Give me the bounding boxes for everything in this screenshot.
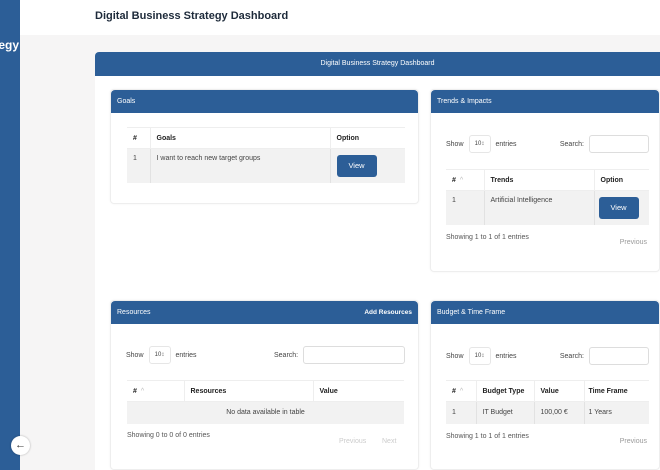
col-budget-type[interactable]: Budget Type [476,380,535,402]
search-label: Search: [559,140,584,148]
search-control: Search: [560,135,649,153]
search-control: Search: [560,347,649,365]
cell-goal: I want to reach new target groups [150,148,331,183]
dashboard-header: Digital Business Strategy Dashboard [95,52,660,76]
table-row: 1 Artificial Intelligence View [446,190,649,225]
goals-header: Goals [111,90,418,113]
next-button[interactable]: Next [382,438,397,445]
goals-title: Goals [117,98,136,105]
previous-button[interactable]: Previous [339,438,367,445]
search-input[interactable] [589,347,649,365]
add-resources-button[interactable]: Add Resources [364,309,412,316]
top-bar: Digital Business Strategy Dashboard [20,0,660,35]
col-num[interactable]: # [452,387,456,395]
search-input[interactable] [303,346,406,364]
col-trends[interactable]: Trends [484,169,595,191]
search-control: Search: [274,346,406,364]
cell-num: 1 [446,401,477,424]
previous-button[interactable]: Previous [619,438,647,445]
trends-table: # ^ Trends Option 1 Artificial Intelligence V… [446,169,649,225]
resources-header: Resources Add Resources [111,301,418,324]
page-size-select[interactable]: 10↕ [148,346,171,364]
show-label: Show [446,140,464,148]
col-goals: Goals [150,127,331,149]
empty-message: No data available in table [127,401,404,424]
cell-trend: Artificial Intelligence [484,190,595,225]
col-num[interactable]: # [452,176,456,184]
show-label: Show [446,352,464,360]
page-size-control: Show 10↕ entries [126,346,197,364]
col-option: Option [330,127,405,149]
entries-label: entries [175,351,197,359]
resources-title: Resources [117,309,151,316]
cell-num: 1 [127,148,151,183]
table-info: Showing 1 to 1 of 1 entries [446,433,529,440]
col-num[interactable]: # [133,387,137,395]
resources-card: Resources Add Resources Show 10↕ entries Se… [110,300,419,470]
show-label: Show [126,351,144,359]
budget-title: Budget & Time Frame [437,309,506,316]
budget-card: Budget & Time Frame Show 10↕ entries Searc… [430,300,660,470]
page-size-select[interactable]: 10↕ [468,347,491,365]
budget-table: # ^ Budget Type Value Time Frame 1 IT Budget 1… [446,380,649,424]
sort-icon: ^ [459,387,464,395]
cell-value: 100,00 € [534,401,585,424]
sidebar-brand: Digital Business Strategy [0,38,19,52]
cell-num: 1 [446,190,485,225]
table-info: Showing 1 to 1 of 1 entries [446,234,529,241]
col-value[interactable]: Value [313,380,404,402]
page-size-control: Show 10↕ entries [446,347,517,365]
trends-card: Trends & Impacts Show 10↕ entries Search: … [430,89,660,272]
search-input[interactable] [589,135,649,153]
table-row: No data available in table [127,401,404,424]
sort-icon: ^ [459,176,464,184]
view-button[interactable]: View [336,154,377,177]
sidebar: Digital Business Strategy [0,0,20,470]
cell-type: IT Budget [476,401,535,424]
collapse-sidebar-button[interactable]: ← [11,436,30,455]
col-resources[interactable]: Resources [184,380,314,402]
search-label: Search: [559,352,584,360]
table-info: Showing 0 to 0 of 0 entries [127,432,210,439]
trends-header: Trends & Impacts [431,90,659,113]
col-option: Option [594,169,649,191]
page-size-select[interactable]: 10↕ [468,135,491,153]
arrow-left-icon: ← [15,439,26,451]
budget-header: Budget & Time Frame [431,301,659,324]
resources-table: # ^ Resources Value No data available in ta… [127,380,404,424]
search-label: Search: [274,351,299,359]
entries-label: entries [495,140,517,148]
table-row: 1 IT Budget 100,00 €1 Years [446,401,649,424]
col-value[interactable]: Value [534,380,585,402]
sort-icon: ^ [140,387,145,395]
page-size-control: Show 10↕ entries [446,135,517,153]
page-title: Digital Business Strategy Dashboard [95,10,289,22]
col-time-frame[interactable]: Time Frame [584,380,649,402]
previous-button[interactable]: Previous [619,239,647,246]
entries-label: entries [495,352,517,360]
view-button[interactable]: View [598,196,639,219]
col-num: # [127,127,151,149]
trends-title: Trends & Impacts [437,98,492,105]
cell-time: 1 Years [584,401,649,424]
